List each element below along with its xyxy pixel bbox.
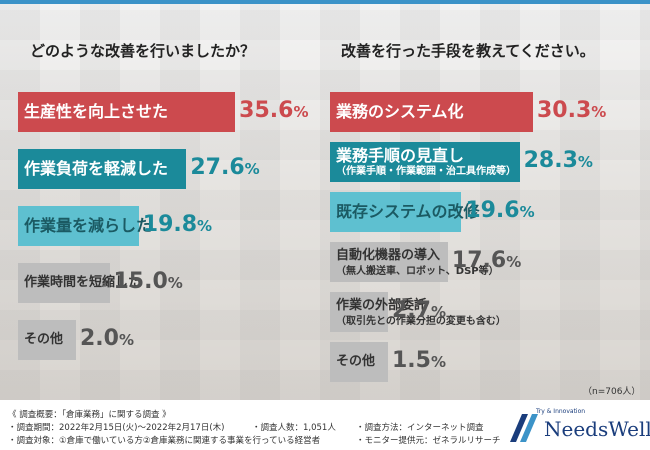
survey-method: ・調査方法：インターネット調査 — [356, 423, 484, 433]
bar-sublabel: （取引先との作業分担の変更も含む） — [336, 315, 506, 327]
bar-row: 作業の外部委託 （取引先との作業分担の変更も含む） 2.7% — [330, 292, 650, 332]
logo-name: NeedsWell — [544, 417, 650, 441]
value-label: 17.6% — [452, 248, 521, 273]
bar: その他 — [18, 320, 76, 360]
value-label: 1.5% — [392, 348, 446, 373]
value-number: 27.6 — [190, 155, 245, 180]
value-label: 27.6% — [190, 155, 259, 180]
bar-row: 作業量を減らした 19.8% — [18, 206, 338, 246]
value-number: 28.3 — [523, 148, 578, 173]
bar-label: 既存システムの改修 — [336, 202, 480, 221]
value-unit: % — [591, 103, 607, 121]
value-number: 15.0 — [113, 269, 168, 294]
survey-people: ・調査人数：1,051人 — [252, 423, 336, 433]
value-number: 17.6 — [451, 248, 507, 273]
bar-label: 作業の外部委託 — [336, 297, 428, 313]
bar-row: その他 1.5% — [330, 342, 650, 382]
value-label: 28.3% — [524, 148, 593, 173]
chart-title-improvement: どのような改善を行いましたか？ — [30, 42, 256, 60]
bar-sublabel: （無人搬送車、ロボット、DSP等） — [336, 265, 499, 277]
bar: 作業の外部委託 （取引先との作業分担の変更も含む） — [330, 292, 506, 332]
value-unit: % — [197, 217, 213, 235]
bar-label: その他 — [24, 332, 64, 347]
bar: 業務手順の見直し （作業手順・作業範囲・治工具作成等） — [330, 142, 520, 182]
value-unit: % — [118, 331, 135, 349]
bar: 既存システムの改修 — [330, 192, 480, 232]
value-unit: % — [244, 160, 260, 178]
bar: 業務のシステム化 — [330, 92, 533, 132]
top-accent-left — [0, 0, 325, 4]
value-number: 19.8 — [142, 212, 198, 237]
value-label: 19.6% — [465, 198, 534, 223]
chart-title-method: 改善を行った手段を教えてください。 — [341, 42, 595, 60]
bar-label: その他 — [336, 354, 376, 369]
bar-label: 作業時間を短縮した — [24, 275, 142, 290]
warehouse-background — [0, 0, 650, 400]
value-label: 2.0% — [80, 326, 134, 351]
bar-row: 作業時間を短縮した 15.0% — [18, 263, 338, 303]
logo-tagline: Try & Innovation — [536, 408, 586, 415]
value-number: 30.3 — [537, 98, 592, 123]
value-label: 2.7% — [392, 298, 446, 323]
bar-label: 作業負荷を軽減した — [24, 159, 169, 178]
bar-row: 作業負荷を軽減した 27.6% — [18, 149, 338, 189]
value-number: 1.5 — [392, 348, 431, 373]
survey-target: ・調査対象：①倉庫で働いている方②倉庫業務に関連する事業を行っている経営者 — [8, 436, 321, 446]
value-unit: % — [167, 274, 183, 292]
bar: その他 — [330, 342, 388, 382]
bar-label: 業務手順の見直し — [336, 145, 465, 165]
bar-label: 生産性を向上させた — [24, 102, 169, 121]
value-unit: % — [506, 253, 522, 271]
value-number: 2.0 — [80, 326, 119, 351]
survey-overview: 《 調査概要：「倉庫業務」に関する調査 》 — [8, 410, 171, 420]
bar-row: 業務のシステム化 30.3% — [330, 92, 650, 132]
value-label: 30.3% — [537, 98, 606, 123]
needswell-logo-mark — [510, 414, 538, 442]
bar-row: 既存システムの改修 19.6% — [330, 192, 650, 232]
sample-size: （n=706人） — [583, 387, 641, 397]
top-accent-bar — [0, 0, 650, 4]
survey-provider: ・モニター提供元：ゼネラルリサーチ — [356, 436, 501, 446]
bar-label: 作業量を減らした — [24, 216, 153, 235]
footer: 《 調査概要：「倉庫業務」に関する調査 》 ・調査期間：2022年2月15日(火… — [0, 400, 650, 450]
bar-row: 業務手順の見直し （作業手順・作業範囲・治工具作成等） 28.3% — [330, 142, 650, 182]
value-number: 35.6 — [239, 98, 294, 123]
value-label: 15.0% — [114, 269, 183, 294]
bar: 作業量を減らした — [18, 206, 153, 246]
value-label: 19.8% — [143, 212, 212, 237]
value-unit: % — [430, 303, 447, 321]
value-number: 2.7 — [392, 298, 431, 323]
bar-sublabel: （作業手順・作業範囲・治工具作成等） — [336, 165, 516, 177]
survey-period: ・調査期間：2022年2月15日(火)～2022年2月17日(木) — [8, 423, 225, 433]
bar-row: 生産性を向上させた 35.6% — [18, 92, 338, 132]
bar: 生産性を向上させた — [18, 92, 236, 132]
bar-row: 自動化機器の導入 （無人搬送車、ロボット、DSP等） 17.6% — [330, 242, 650, 282]
bar-label: 自動化機器の導入 — [336, 247, 441, 263]
bar: 作業負荷を軽減した — [18, 149, 187, 189]
bar-row: その他 2.0% — [18, 320, 338, 360]
bar-label: 業務のシステム化 — [336, 102, 464, 121]
value-label: 35.6% — [239, 98, 308, 123]
value-unit: % — [577, 153, 593, 171]
value-number: 19.6 — [465, 198, 520, 223]
bar: 自動化機器の導入 （無人搬送車、ロボット、DSP等） — [330, 242, 499, 282]
top-accent-right — [325, 0, 650, 4]
value-unit: % — [430, 353, 447, 371]
value-unit: % — [293, 103, 309, 121]
value-unit: % — [519, 203, 535, 221]
bar: 作業時間を短縮した — [18, 263, 142, 303]
